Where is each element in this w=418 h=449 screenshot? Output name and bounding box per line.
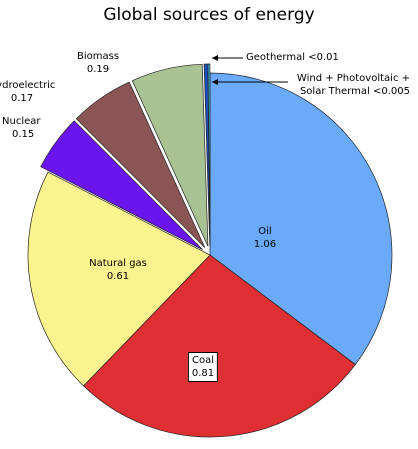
value-label: 0.61 [106, 271, 130, 282]
category-name: Nuclear [2, 116, 41, 127]
category-name: Coal [191, 355, 215, 366]
value-label: 0.15 [12, 129, 35, 140]
slice-label: Coal 0.81 [187, 352, 219, 382]
value-label: 0.19 [86, 64, 110, 75]
leader-arrow [212, 55, 218, 61]
pie-slice [75, 81, 206, 248]
pie-slice [207, 63, 211, 247]
chart-title: Global sources of energy [103, 5, 315, 25]
pie-slice [83, 254, 356, 438]
category-name: Natural gas [89, 258, 147, 269]
pie-slice [209, 72, 393, 365]
category-name: Wind + Photovoltaic + Solar Thermal [296, 73, 410, 97]
slice-label: Nuclear 0.15 [2, 115, 41, 141]
value-label: 0.17 [10, 93, 34, 104]
value-label: 1.06 [253, 239, 277, 250]
slice-label: Geothermal <0.01 [246, 51, 339, 64]
category-name: Biomass [76, 51, 120, 62]
slice-label: Oil 1.06 [254, 225, 276, 251]
pie-slice [27, 171, 211, 387]
pie-slice [131, 63, 209, 247]
category-name: Oil [258, 226, 272, 237]
slice-label: Natural gas 0.61 [89, 257, 147, 283]
leader-arrow [212, 79, 218, 85]
slice-label: Biomass 0.19 [77, 50, 119, 76]
slice-label: Wind + Photovoltaic + Solar Thermal <0.0… [290, 72, 410, 98]
pie-slice [40, 120, 203, 251]
category-name: Hydroelectric [0, 80, 56, 91]
value-label: <0.005 [372, 86, 410, 97]
value-label: 0.81 [191, 368, 215, 379]
slice-label: Hydroelectric 0.17 [0, 79, 55, 105]
value-label: <0.01 [308, 52, 339, 63]
category-name: Geothermal [246, 52, 306, 63]
label-box: Coal 0.81 [187, 352, 219, 382]
